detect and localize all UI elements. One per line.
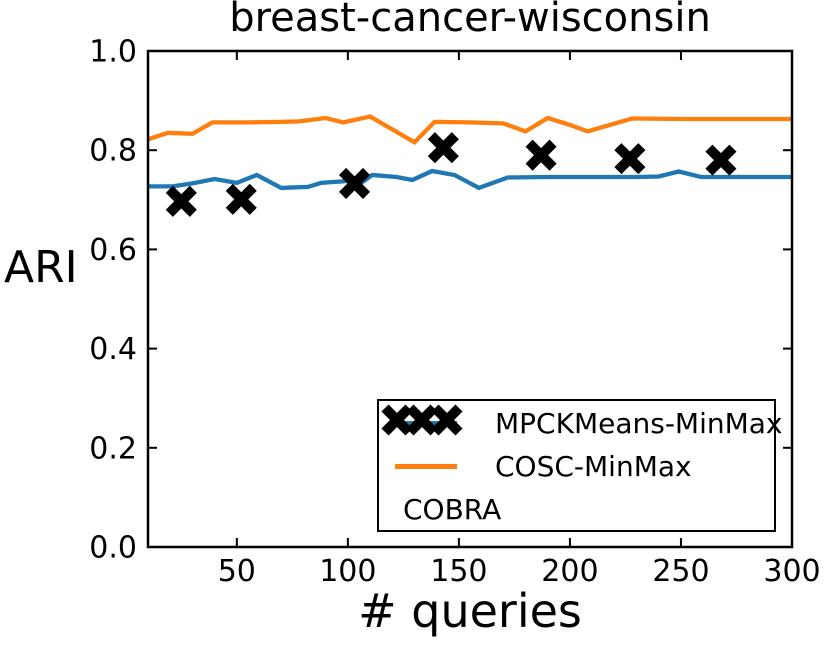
legend-label: COSC-MinMax bbox=[495, 449, 692, 483]
legend-label: COBRA bbox=[403, 492, 502, 526]
legend-line-sample-orange bbox=[395, 463, 457, 469]
y-tick-label: 1.0 bbox=[89, 35, 137, 70]
x-tick-label: 50 bbox=[218, 554, 256, 589]
legend-entry-mpckmeans-minmax: MPCKMeans-MinMax bbox=[379, 402, 783, 444]
series-line-mpckmeans-minmax bbox=[148, 168, 792, 191]
x-tick-label: 300 bbox=[763, 554, 820, 589]
x-marker-icon bbox=[381, 404, 463, 436]
legend: MPCKMeans-MinMax COSC-MinMax COBRA bbox=[377, 399, 783, 532]
x-tick-label: 200 bbox=[541, 554, 598, 589]
x-marker-glyph bbox=[381, 404, 413, 436]
legend-label: MPCKMeans-MinMax bbox=[495, 406, 783, 440]
y-tick-label: 0.0 bbox=[89, 531, 137, 566]
x-tick-label: 100 bbox=[319, 554, 376, 589]
cobra-marker bbox=[525, 139, 557, 171]
y-axis-label: ARI bbox=[4, 242, 78, 293]
legend-entry-cobra: COBRA bbox=[379, 404, 774, 530]
x-tick-label: 250 bbox=[652, 554, 709, 589]
x-axis-label: # queries bbox=[358, 584, 582, 638]
series-line-cosc-minmax bbox=[147, 114, 792, 145]
x-marker-glyph bbox=[406, 404, 438, 436]
y-tick-label: 0.2 bbox=[89, 431, 137, 466]
legend-entry-cosc-minmax: COSC-MinMax bbox=[379, 445, 774, 487]
cobra-marker bbox=[705, 144, 737, 176]
cobra-marker bbox=[427, 132, 459, 164]
y-tick-label: 0.8 bbox=[89, 134, 137, 169]
y-tick-label: 0.4 bbox=[89, 332, 137, 367]
y-tick-label: 0.6 bbox=[89, 233, 137, 268]
cobra-marker bbox=[165, 185, 197, 217]
cobra-marker bbox=[338, 167, 371, 199]
cobra-marker bbox=[614, 143, 646, 175]
plot-border bbox=[146, 49, 794, 549]
cobra-marker bbox=[225, 183, 257, 215]
x-tick-label: 150 bbox=[430, 554, 487, 589]
x-marker-glyph bbox=[431, 404, 463, 436]
chart-title: breast-cancer-wisconsin bbox=[229, 0, 711, 41]
